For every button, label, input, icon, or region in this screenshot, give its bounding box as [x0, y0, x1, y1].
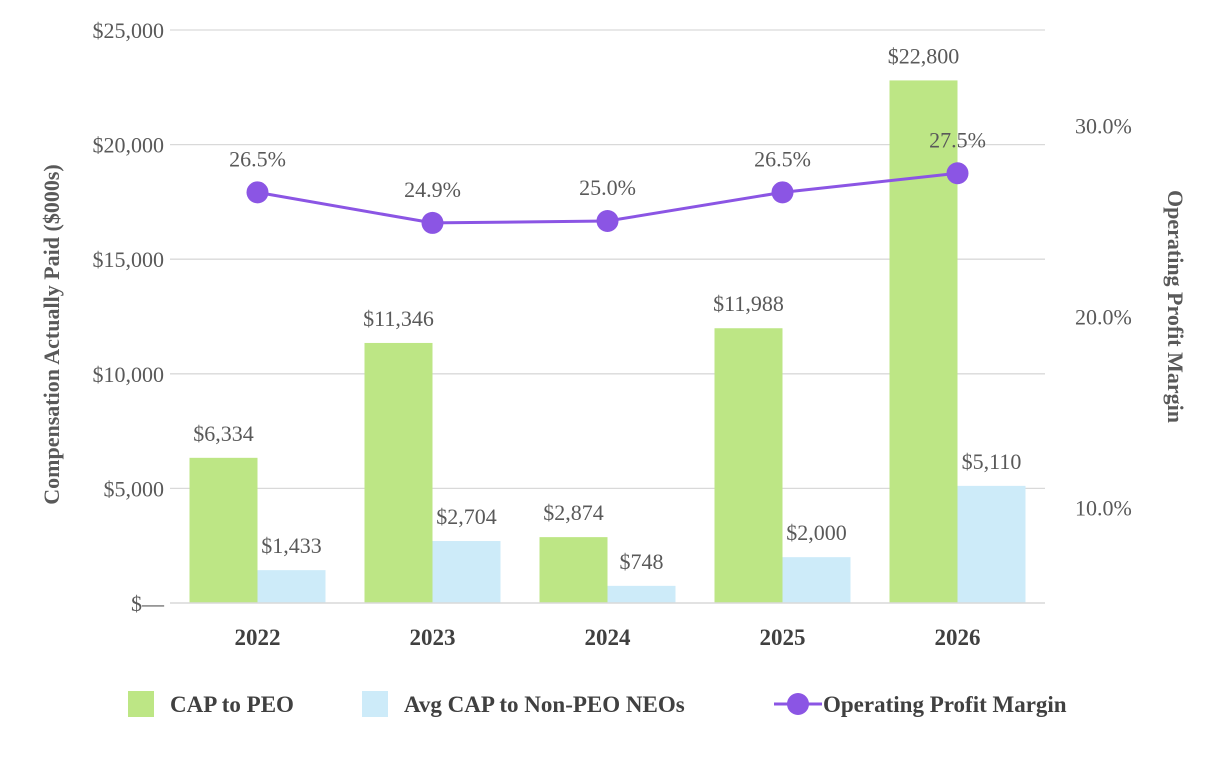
- bar-data-label: $2,874: [543, 500, 604, 525]
- bar-data-label: $5,110: [962, 449, 1022, 474]
- right-tick-label: 20.0%: [1075, 305, 1132, 330]
- legend-label-cap-to-peo: CAP to PEO: [170, 692, 294, 717]
- margin-data-label: 26.5%: [754, 146, 811, 171]
- bar-avg-cap-non-peo: [957, 485, 1026, 603]
- legend-swatch-cap-to-peo: [128, 691, 154, 717]
- margin-line: [246, 162, 969, 234]
- margin-point: [596, 210, 619, 232]
- left-tick-label: $15,000: [93, 247, 165, 272]
- bar-data-label: $11,346: [363, 306, 434, 331]
- bar-cap-to-peo: [714, 328, 783, 603]
- bar-avg-cap-non-peo: [607, 585, 676, 603]
- left-tick-label: $20,000: [93, 133, 165, 158]
- category-label: 2025: [760, 625, 806, 650]
- legend: CAP to PEO Avg CAP to Non-PEO NEOs Operati…: [128, 691, 1067, 717]
- category-label: 2022: [235, 625, 281, 650]
- margin-data-label: 24.9%: [404, 177, 461, 202]
- left-axis-title: Compensation Actually Paid ($000s): [39, 164, 64, 504]
- legend-swatch-avg-cap: [362, 691, 388, 717]
- right-axis-title: Operating Profit Margin: [1163, 190, 1188, 423]
- bars: [189, 80, 1026, 603]
- bar-data-label: $748: [620, 549, 664, 574]
- margin-point: [946, 162, 969, 185]
- bar-data-label: $2,000: [786, 520, 847, 545]
- right-tick-label: 10.0%: [1075, 496, 1132, 521]
- bar-data-label: $22,800: [888, 43, 960, 68]
- bar-avg-cap-non-peo: [782, 557, 851, 603]
- bar-data-label: $1,433: [261, 533, 322, 558]
- category-label: 2024: [585, 625, 632, 650]
- bar-data-label: $6,334: [193, 421, 254, 446]
- bar-cap-to-peo: [364, 342, 433, 603]
- margin-data-label: 26.5%: [229, 146, 286, 171]
- data-labels: $6,334 $11,346 $2,874 $11,988 $22,800 $1,433 $…: [193, 43, 1021, 573]
- bar-data-label: $2,704: [436, 504, 497, 529]
- left-tick-label: $25,000: [93, 18, 165, 43]
- bar-cap-to-peo: [189, 457, 258, 603]
- bar-avg-cap-non-peo: [432, 541, 501, 603]
- bar-cap-to-peo: [539, 537, 608, 603]
- bar-data-label: $11,988: [713, 291, 784, 316]
- category-label: 2023: [410, 625, 456, 650]
- legend-label-margin: Operating Profit Margin: [823, 692, 1067, 717]
- right-tick-label: 30.0%: [1075, 114, 1132, 139]
- margin-point: [771, 181, 794, 204]
- bar-avg-cap-non-peo: [257, 570, 326, 603]
- bar-cap-to-peo: [889, 80, 958, 603]
- legend-marker-margin: [787, 693, 809, 715]
- left-tick-label: $—: [131, 591, 165, 616]
- margin-point: [246, 181, 269, 204]
- legend-label-avg-cap: Avg CAP to Non-PEO NEOs: [404, 692, 685, 717]
- margin-data-label: 25.0%: [579, 175, 636, 200]
- axes: $— $5,000 $10,000 $15,000 $20,000 $25,000 10.0…: [39, 18, 1188, 650]
- category-label: 2026: [935, 625, 981, 650]
- left-tick-label: $10,000: [93, 362, 165, 387]
- left-tick-label: $5,000: [104, 476, 165, 501]
- margin-point: [421, 211, 444, 234]
- margin-data-label: 27.5%: [929, 127, 986, 152]
